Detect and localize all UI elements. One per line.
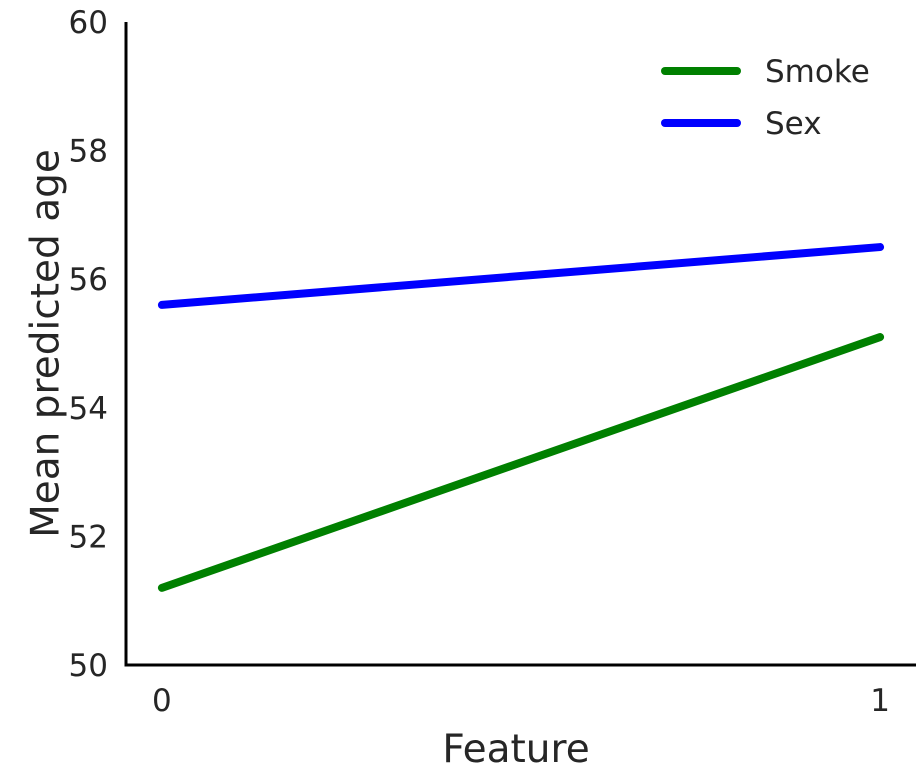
- legend-label-sex: Sex: [765, 106, 822, 142]
- y-axis-label: Mean predicted age: [24, 149, 69, 538]
- y-tick-label: 50: [69, 648, 108, 684]
- y-tick-label: 60: [69, 5, 108, 41]
- x-axis-label: Feature: [442, 727, 589, 772]
- x-tick-label: 0: [152, 683, 172, 719]
- axes: [124, 22, 916, 667]
- y-tick-label: 52: [69, 519, 108, 555]
- y-tick-label: 54: [69, 391, 108, 427]
- series-layer: [157, 243, 885, 592]
- series-line-sex: [157, 243, 885, 309]
- tick-labels: 50 52 54 56 58 60 0 1: [69, 5, 890, 719]
- y-tick-label: 58: [69, 134, 108, 170]
- y-tick-label: 56: [69, 262, 108, 298]
- x-tick-label: 1: [870, 683, 890, 719]
- series-line-smoke: [157, 333, 885, 592]
- legend-label-smoke: Smoke: [765, 54, 870, 90]
- legend: Smoke Sex: [661, 54, 870, 142]
